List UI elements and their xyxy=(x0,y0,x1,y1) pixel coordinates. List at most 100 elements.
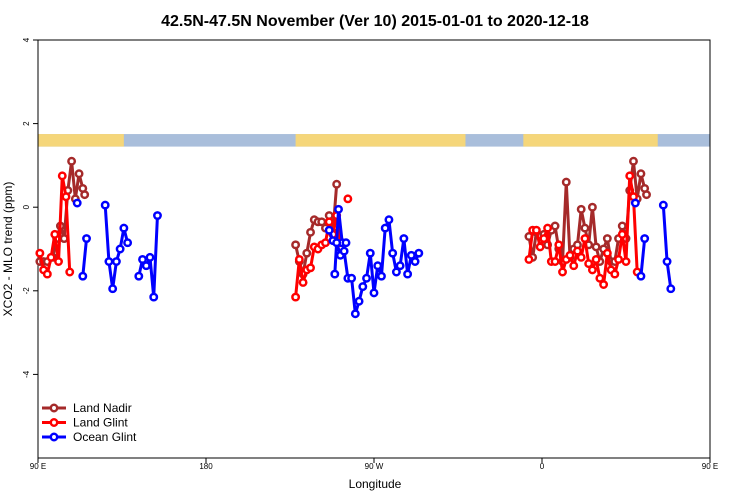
data-point-land-nadir xyxy=(302,248,312,258)
legend-item-land-glint: Land Glint xyxy=(42,416,128,430)
series-line-ocean-glint xyxy=(81,238,89,277)
data-point-land-glint xyxy=(294,255,304,264)
legend-label: Ocean Glint xyxy=(73,430,137,444)
data-point-ocean-glint xyxy=(134,271,144,281)
data-point-land-glint xyxy=(573,246,582,256)
data-point-land-nadir xyxy=(80,190,90,200)
y-tick-label: 0 xyxy=(22,204,31,209)
data-point-ocean-glint xyxy=(662,257,672,266)
data-point-land-glint xyxy=(324,217,334,227)
chart-title: 42.5N-47.5N November (Ver 10) 2015-01-01… xyxy=(161,13,589,30)
data-point-ocean-glint xyxy=(666,284,676,294)
legend-marker xyxy=(49,403,59,413)
data-point-land-nadir xyxy=(74,169,84,179)
data-point-land-nadir xyxy=(550,221,560,231)
land-band xyxy=(38,134,124,147)
data-point-land-glint xyxy=(57,171,67,181)
data-point-land-glint xyxy=(580,234,590,244)
data-point-ocean-glint xyxy=(341,238,351,248)
series-ocean-glint xyxy=(72,198,676,319)
legend-label: Land Nadir xyxy=(73,401,132,415)
data-point-land-glint xyxy=(46,252,56,262)
data-point-ocean-glint xyxy=(354,296,364,306)
data-point-land-glint xyxy=(599,280,609,289)
data-point-land-nadir xyxy=(636,169,646,179)
data-point-land-glint xyxy=(550,257,560,266)
data-point-land-glint xyxy=(65,267,75,277)
data-point-ocean-glint xyxy=(380,223,390,233)
data-point-ocean-glint xyxy=(82,234,91,244)
data-point-ocean-glint xyxy=(358,282,368,292)
data-point-land-nadir xyxy=(591,242,601,252)
data-point-ocean-glint xyxy=(410,257,420,266)
data-point-land-nadir xyxy=(67,156,77,166)
land-ocean-mask-bar xyxy=(38,134,710,147)
data-point-land-glint xyxy=(539,234,549,244)
series-line-ocean-glint xyxy=(639,238,647,277)
data-point-ocean-glint xyxy=(100,200,110,210)
data-point-ocean-glint xyxy=(108,284,118,294)
data-point-ocean-glint xyxy=(362,273,371,283)
data-point-land-glint xyxy=(321,238,330,248)
data-point-land-glint xyxy=(621,257,631,266)
plot-series xyxy=(35,156,676,319)
data-point-land-nadir xyxy=(59,234,69,244)
data-point-land-glint xyxy=(343,194,353,204)
data-point-land-glint xyxy=(610,269,620,279)
data-point-land-glint xyxy=(543,223,553,233)
data-point-ocean-glint xyxy=(369,288,379,298)
data-point-land-nadir xyxy=(576,204,586,214)
data-point-ocean-glint xyxy=(78,271,88,281)
data-point-land-nadir xyxy=(642,190,651,200)
data-point-land-glint xyxy=(565,250,575,260)
data-point-ocean-glint xyxy=(339,246,349,256)
x-tick-label: 90 E xyxy=(30,462,46,471)
data-point-land-glint xyxy=(291,292,301,302)
data-point-ocean-glint xyxy=(332,238,342,248)
x-axis-label: Longitude xyxy=(349,477,402,491)
legend-marker xyxy=(49,432,59,442)
series-line-ocean-glint xyxy=(661,205,673,289)
data-point-ocean-glint xyxy=(138,255,147,264)
data-point-land-glint xyxy=(569,261,579,271)
data-point-land-nadir xyxy=(587,202,597,212)
data-point-land-glint xyxy=(535,242,545,252)
data-point-land-nadir xyxy=(602,234,612,244)
land-band xyxy=(295,134,466,147)
data-point-ocean-glint xyxy=(145,252,155,262)
data-point-land-nadir xyxy=(580,223,590,233)
data-point-land-glint xyxy=(576,252,586,262)
data-point-land-glint xyxy=(531,225,541,235)
land-band xyxy=(523,134,658,147)
data-point-ocean-glint xyxy=(377,271,386,281)
data-point-ocean-glint xyxy=(403,269,413,279)
data-point-land-glint xyxy=(614,255,623,264)
data-point-ocean-glint xyxy=(149,292,159,302)
data-point-ocean-glint xyxy=(399,234,409,244)
data-point-ocean-glint xyxy=(104,257,114,266)
data-point-ocean-glint xyxy=(384,215,394,225)
data-point-land-glint xyxy=(42,269,52,279)
legend-label: Land Glint xyxy=(73,416,128,430)
data-point-ocean-glint xyxy=(330,269,340,279)
data-point-ocean-glint xyxy=(123,238,133,248)
data-point-ocean-glint xyxy=(365,248,375,258)
x-tick-label: 90 E xyxy=(702,462,718,471)
data-point-land-glint xyxy=(587,265,597,275)
data-point-land-glint xyxy=(306,263,315,273)
data-point-ocean-glint xyxy=(115,244,125,254)
data-point-land-glint xyxy=(602,248,612,258)
data-point-land-glint xyxy=(584,259,594,269)
data-point-ocean-glint xyxy=(636,271,646,281)
y-axis: 4 2 0 -2 -4 xyxy=(22,37,38,378)
data-point-ocean-glint xyxy=(153,211,162,221)
data-point-ocean-glint xyxy=(395,261,405,271)
y-tick-label: -2 xyxy=(22,287,31,295)
data-point-ocean-glint xyxy=(406,250,416,260)
x-tick-label: 180 xyxy=(199,462,213,471)
y-axis-label: XCO2 - MLO trend (ppm) xyxy=(1,182,15,317)
data-point-ocean-glint xyxy=(141,261,151,271)
y-tick-label: 4 xyxy=(22,37,31,42)
